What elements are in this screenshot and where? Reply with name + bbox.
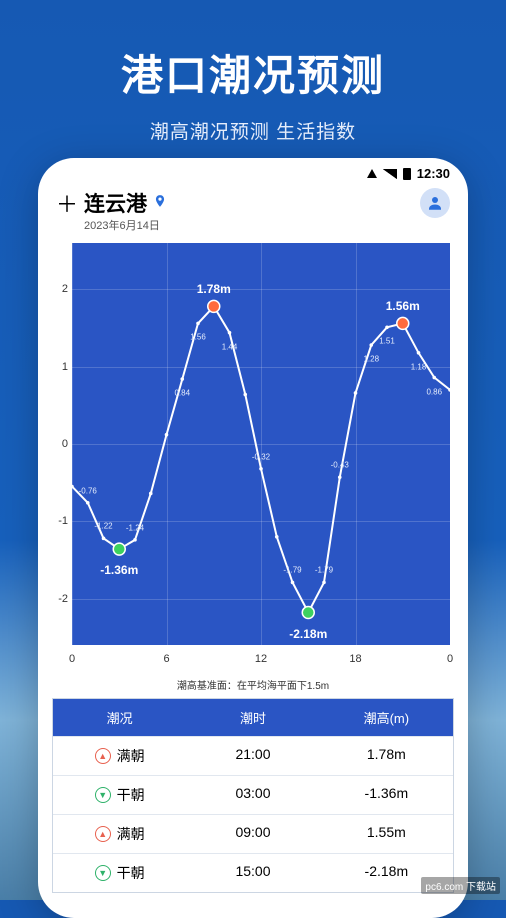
point-label: -1.79 <box>283 566 301 575</box>
tide-icon: ▼ <box>95 865 111 881</box>
extreme-label: 1.56m <box>386 299 420 313</box>
table-row[interactable]: ▲ 满朝 09:001.55m <box>53 814 453 853</box>
city-name[interactable]: 连云港 <box>84 188 147 218</box>
th-type: 潮况 <box>53 699 186 736</box>
datum-note: 潮高基准面：在平均海平面下1.5m <box>38 677 468 692</box>
y-tick: -2 <box>52 593 68 605</box>
th-time: 潮时 <box>186 699 319 736</box>
tide-type: 满朝 <box>117 824 145 844</box>
tide-height: -1.36m <box>320 776 453 814</box>
point-label: 1.18 <box>411 362 427 371</box>
tide-icon: ▲ <box>95 826 111 842</box>
status-time: 12:30 <box>417 166 450 181</box>
point-label: 0.86 <box>426 387 442 396</box>
location-pin-icon[interactable] <box>153 194 167 213</box>
table-header: 潮况 潮时 潮高(m) <box>53 699 453 736</box>
table-row[interactable]: ▼ 干朝 03:00-1.36m <box>53 775 453 814</box>
extreme-label: -2.18m <box>289 627 327 641</box>
tide-chart[interactable]: -0.76 -1.22 -1.24 0.84 1.56 1.44 -0.32 -1.79 -1.… <box>52 241 454 673</box>
tide-time: 21:00 <box>186 737 319 775</box>
location-row: ＋ 连云港 <box>38 185 468 219</box>
point-label: -1.79 <box>315 566 333 575</box>
hero-subtitle: 潮高潮况预测 生活指数 <box>0 117 506 144</box>
x-tick: 0 <box>69 653 75 665</box>
point-label: 1.44 <box>222 342 238 351</box>
table-row[interactable]: ▲ 满朝 21:001.78m <box>53 736 453 775</box>
tide-type: 干朝 <box>117 863 145 883</box>
hero-title: 港口潮况预测 <box>0 0 506 103</box>
x-tick: 0 <box>447 653 453 665</box>
point-label: 0.84 <box>174 389 190 398</box>
status-bar: 12:30 <box>38 158 468 185</box>
y-tick: 2 <box>52 283 68 295</box>
tide-time: 03:00 <box>186 776 319 814</box>
point-label: -0.43 <box>331 461 349 470</box>
add-location-button[interactable]: ＋ <box>56 187 78 219</box>
watermark: pc6.com 下载站 <box>421 877 500 894</box>
extreme-label: 1.78m <box>197 282 231 296</box>
x-tick: 6 <box>163 653 169 665</box>
tide-time: 09:00 <box>186 815 319 853</box>
y-tick: -1 <box>52 515 68 527</box>
battery-icon <box>403 168 411 180</box>
extreme-label: -1.36m <box>100 563 138 577</box>
y-tick: 0 <box>52 438 68 450</box>
tide-time: 15:00 <box>186 854 319 892</box>
tide-icon: ▼ <box>95 787 111 803</box>
phone-frame: 12:30 ＋ 连云港 2023年6月14日 -0.76 -1.22 -1.24 0.… <box>38 158 468 918</box>
x-tick: 18 <box>349 653 361 665</box>
point-label: -1.22 <box>94 522 112 531</box>
tide-type: 干朝 <box>117 785 145 805</box>
tide-table: 潮况 潮时 潮高(m) ▲满朝21:001.78m▼干朝03:00-1.36m▲… <box>52 698 454 893</box>
signal-icon <box>383 169 397 179</box>
wifi-icon <box>367 169 377 178</box>
tide-height: 1.78m <box>320 737 453 775</box>
tide-icon: ▲ <box>95 748 111 764</box>
tide-type: 满朝 <box>117 746 145 766</box>
table-row[interactable]: ▼干朝15:00-2.18m <box>53 853 453 892</box>
point-label: 1.51 <box>379 337 395 346</box>
current-date: 2023年6月14日 <box>38 217 468 233</box>
x-tick: 12 <box>255 653 267 665</box>
point-label: -0.32 <box>252 452 270 461</box>
y-tick: 1 <box>52 361 68 373</box>
point-label: -1.24 <box>126 523 144 532</box>
point-label: 1.28 <box>363 355 379 364</box>
point-label: -0.76 <box>79 486 97 495</box>
th-height: 潮高(m) <box>320 699 453 736</box>
tide-height: 1.55m <box>320 815 453 853</box>
point-label: 1.56 <box>190 333 206 342</box>
profile-button[interactable] <box>420 188 450 218</box>
